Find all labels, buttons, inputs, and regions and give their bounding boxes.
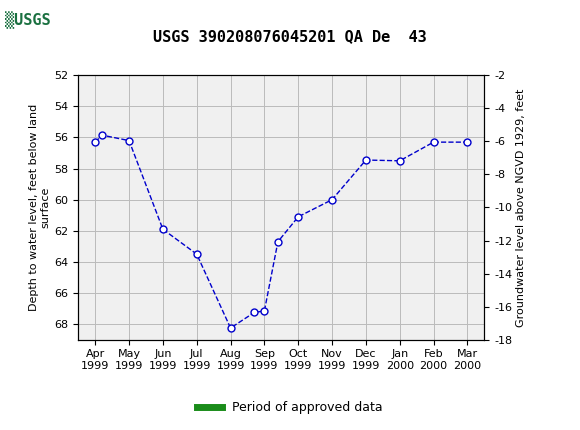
Legend: Period of approved data: Period of approved data xyxy=(192,396,388,419)
Text: USGS 390208076045201 QA De  43: USGS 390208076045201 QA De 43 xyxy=(153,29,427,44)
Text: ▒USGS: ▒USGS xyxy=(5,12,50,29)
Y-axis label: Groundwater level above NGVD 1929, feet: Groundwater level above NGVD 1929, feet xyxy=(516,88,526,327)
Bar xyxy=(3,4,52,37)
Text: ≡USGS: ≡USGS xyxy=(5,12,55,29)
Bar xyxy=(3,3,58,37)
Y-axis label: Depth to water level, feet below land
surface: Depth to water level, feet below land su… xyxy=(28,104,50,311)
